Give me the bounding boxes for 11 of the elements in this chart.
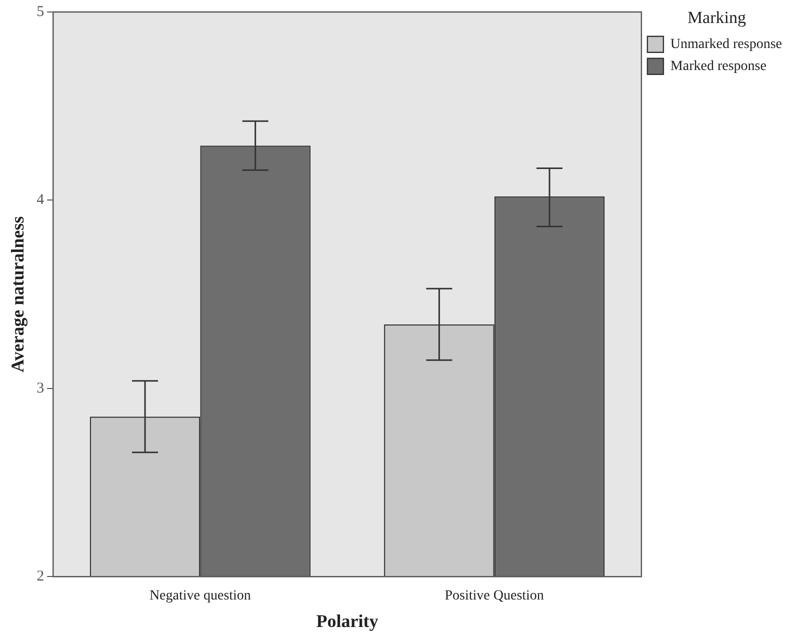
y-tick-label: 5 (36, 4, 44, 20)
y-tick-label: 4 (36, 192, 45, 208)
legend-label: Marked response (670, 59, 766, 74)
y-axis-title: Average naturalness (7, 216, 28, 372)
x-tick-label: Negative question (149, 588, 251, 604)
y-tick-label: 2 (36, 568, 44, 585)
legend-label: Unmarked response (670, 37, 782, 52)
legend-title: Marking (687, 8, 746, 27)
x-axis-title: Polarity (316, 610, 378, 631)
y-tick-label: 3 (36, 380, 44, 396)
x-tick-label: Positive Question (444, 588, 544, 604)
